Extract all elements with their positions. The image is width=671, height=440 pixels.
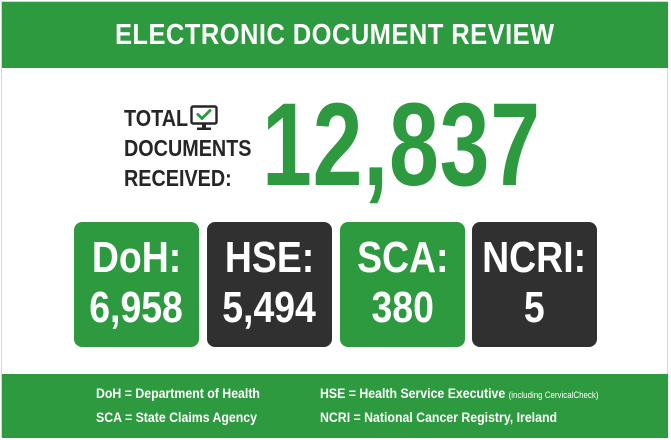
tile-doh: DoH: 6,958 — [74, 222, 199, 347]
tile-hse: HSE: 5,494 — [207, 222, 332, 347]
tile-sca: SCA: 380 — [340, 222, 465, 347]
tile-doh-label: DoH: — [91, 232, 182, 282]
legend-sca-text: SCA = State Claims Agency — [96, 409, 258, 425]
page-title: ELECTRONIC DOCUMENT REVIEW — [115, 18, 555, 51]
legend-hse-text: HSE = Health Service Executive — [320, 385, 506, 401]
tile-ncri-label: NCRI: — [482, 232, 587, 282]
total-label-line-2: DOCUMENTS — [124, 135, 252, 161]
total-label-line-1: TOTAL — [124, 105, 189, 131]
tile-sca-value: 380 — [371, 282, 434, 332]
tile-sca-label: SCA: — [356, 232, 449, 282]
total-documents-value: 12,837 — [262, 79, 541, 211]
legend-doh: DoH = Department of Health — [96, 385, 260, 401]
legend-ncri: NCRI = National Cancer Registry, Ireland — [320, 409, 557, 425]
tile-hse-value: 5,494 — [222, 282, 317, 332]
legend-ncri-text: NCRI = National Cancer Registry, Ireland — [320, 409, 558, 425]
legend-hse-note: (including CervicalCheck) — [508, 390, 599, 400]
legend-sca: SCA = State Claims Agency — [96, 409, 257, 425]
computer-monitor-checkmark-icon — [190, 105, 218, 130]
total-documents-label: TOTAL DOCUMENTS RECEIVED: — [124, 103, 251, 193]
tile-ncri: NCRI: 5 — [472, 222, 597, 347]
tile-ncri-value: 5 — [524, 282, 545, 332]
header-banner: ELECTRONIC DOCUMENT REVIEW — [2, 2, 668, 68]
legend-doh-text: DoH = Department of Health — [96, 385, 260, 401]
tile-hse-label: HSE: — [224, 232, 315, 282]
legend-footer: DoH = Department of Health HSE = Health … — [2, 374, 668, 438]
tile-doh-value: 6,958 — [89, 282, 184, 332]
legend-hse: HSE = Health Service Executive (includin… — [320, 385, 598, 401]
total-label-line-3: RECEIVED: — [124, 165, 232, 191]
